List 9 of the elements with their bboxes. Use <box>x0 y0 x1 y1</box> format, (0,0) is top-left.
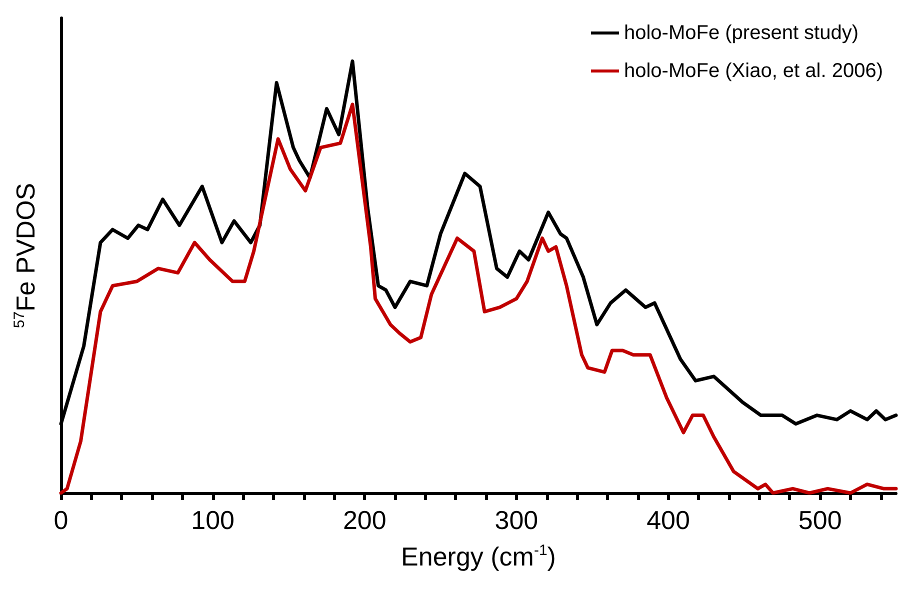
legend-label: holo-MoFe (present study) <box>624 22 859 44</box>
x-tick-label: 200 <box>342 505 386 535</box>
y-axis-title: 57Fe PVDOS <box>10 182 40 328</box>
x-tick-label: 100 <box>191 505 235 535</box>
legend-label: holo-MoFe (Xiao, et al. 2006) <box>624 60 884 82</box>
x-tick-label: 300 <box>494 505 538 535</box>
x-tick-label: 500 <box>798 505 842 535</box>
x-tick-label: 0 <box>54 505 68 535</box>
x-tick-label: 400 <box>646 505 690 535</box>
